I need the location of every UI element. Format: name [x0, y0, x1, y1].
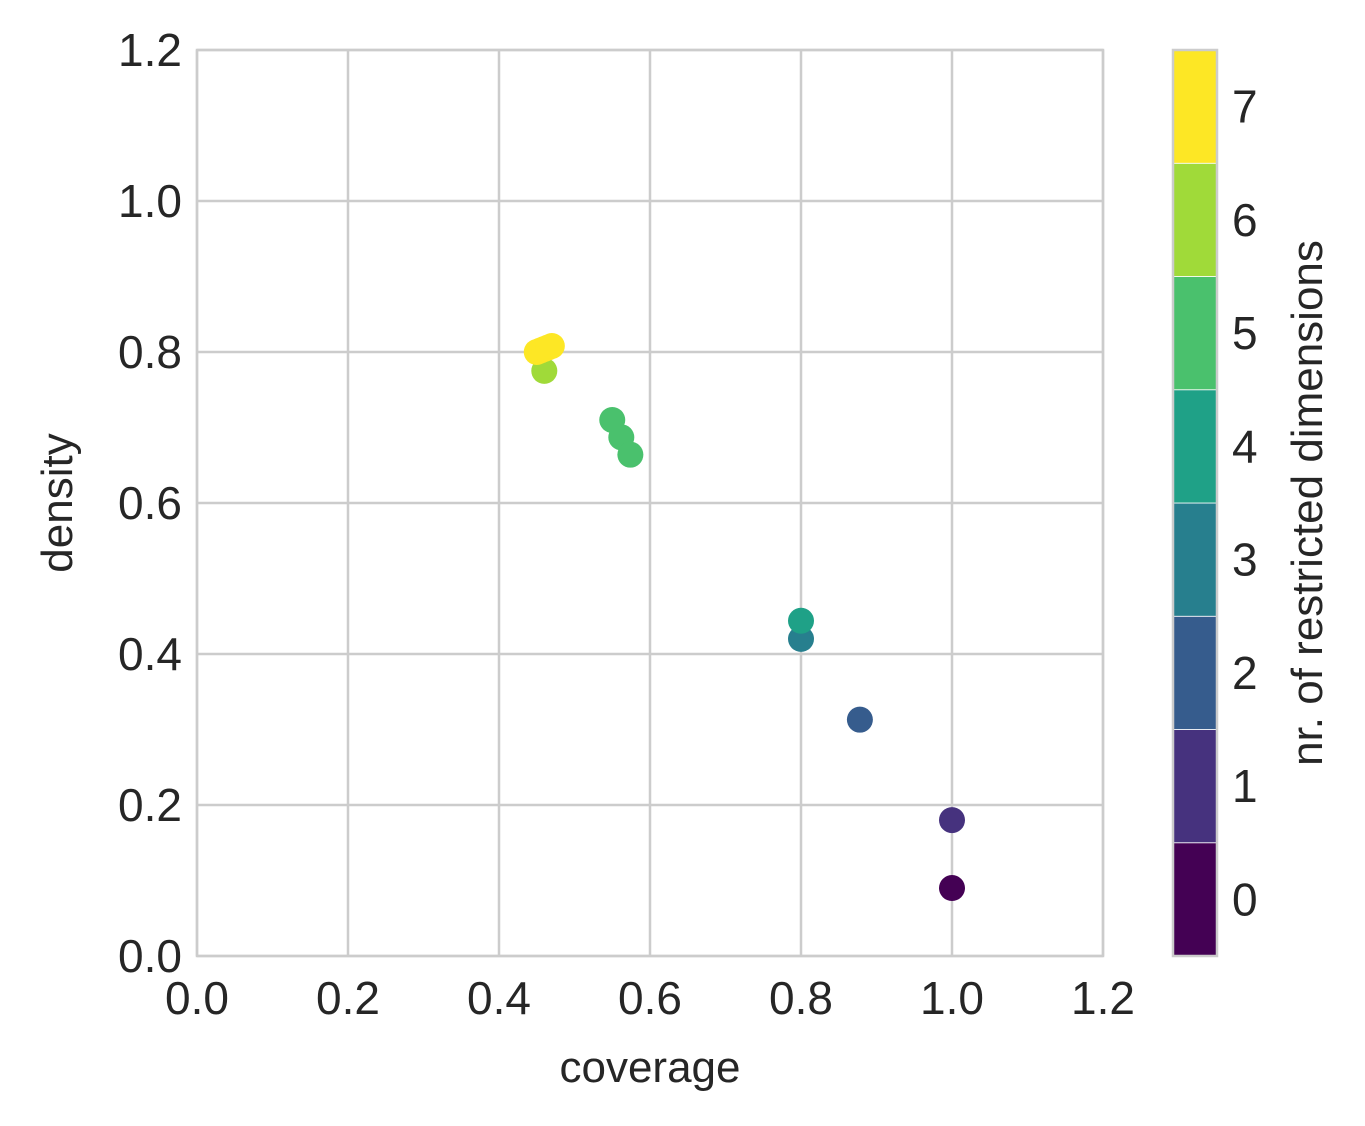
- colorbar-segment: [1172, 842, 1218, 957]
- colorbar-tick-label: 4: [1232, 420, 1258, 472]
- colorbar-frame: [1171, 48, 1219, 958]
- data-point: [939, 875, 965, 902]
- x-tick-label: 0.0: [165, 972, 229, 1024]
- y-tick-label: 0.2: [118, 779, 182, 831]
- y-axis-label: density: [33, 433, 82, 572]
- colorbar-tick-label: 2: [1232, 647, 1258, 699]
- colorbar-tick-label: 0: [1232, 873, 1258, 925]
- colorbar-segment: [1172, 276, 1218, 391]
- colorbar-segment: [1172, 502, 1218, 617]
- x-tick-label: 0.8: [769, 972, 833, 1024]
- x-tick-label: 1.2: [1071, 972, 1135, 1024]
- colorbar-segment: [1172, 389, 1218, 504]
- colorbar-tick-label: 5: [1232, 307, 1258, 359]
- plot-frame: [195, 48, 1105, 958]
- colorbar: 0 1 2 3 4 5 6 7: [1171, 48, 1258, 958]
- x-tick-label: 0.6: [618, 972, 682, 1024]
- y-tick-label: 0.6: [118, 477, 182, 529]
- colorbar-segment: [1172, 162, 1218, 277]
- colorbar-tick-label: 1: [1232, 760, 1258, 812]
- x-axis-label: coverage: [559, 1043, 740, 1092]
- data-point: [788, 607, 814, 634]
- x-tick-labels: 0.0 0.2 0.4 0.6 0.8 1.0 1.2: [165, 972, 1135, 1024]
- colorbar-label: nr. of restricted dimensions: [1283, 240, 1332, 766]
- x-tick-label: 1.0: [920, 972, 984, 1024]
- data-points: [523, 332, 965, 902]
- colorbar-tick-label: 6: [1232, 194, 1258, 246]
- colorbar-segment: [1172, 729, 1218, 844]
- y-tick-label: 0.4: [118, 628, 182, 680]
- y-tick-label: 1.0: [118, 175, 182, 227]
- data-point: [788, 625, 814, 652]
- colorbar-segment: [1172, 615, 1218, 730]
- x-tick-label: 0.2: [316, 972, 380, 1024]
- grid: [195, 48, 1105, 958]
- colorbar-tick-label: 3: [1232, 534, 1258, 586]
- x-tick-label: 0.4: [467, 972, 531, 1024]
- data-point: [939, 807, 965, 834]
- colorbar-tick-label: 7: [1232, 81, 1258, 133]
- colorbar-segment: [1172, 49, 1218, 164]
- data-point: [846, 706, 873, 733]
- y-tick-labels: 0.0 0.2 0.4 0.6 0.8 1.0 1.2: [118, 24, 182, 982]
- data-point: [538, 332, 565, 359]
- y-tick-label: 1.2: [118, 24, 182, 76]
- data-point: [617, 441, 644, 468]
- y-tick-label: 0.0: [118, 930, 182, 982]
- y-tick-label: 0.8: [118, 326, 182, 378]
